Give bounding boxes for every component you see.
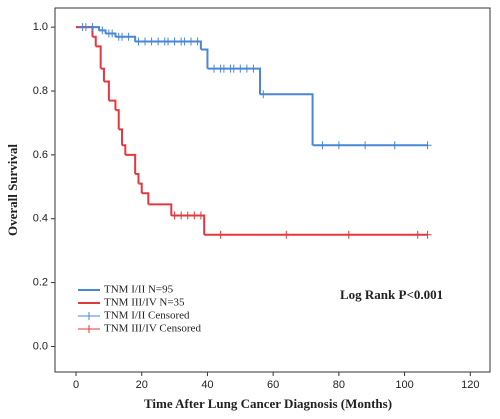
x-axis-title: Time After Lung Cancer Diagnosis (Months… [144, 396, 392, 411]
censored-mark [259, 90, 268, 99]
survival-step [148, 203, 173, 216]
censored-mark [249, 64, 258, 73]
survival-step [103, 80, 110, 101]
survival-step [138, 182, 143, 194]
survival-step [108, 99, 117, 111]
legend-label: TNM I/II Censored [104, 310, 190, 322]
survival-step [95, 45, 102, 69]
censored-mark [413, 230, 422, 239]
survival-step [118, 128, 124, 146]
censored-mark [88, 23, 97, 32]
y-axis-title: Overall Survival [5, 144, 20, 236]
survival-step [135, 173, 140, 184]
censored-mark [423, 230, 432, 239]
legend-label: TNM III/IV Censored [104, 323, 201, 335]
survival-step [141, 192, 150, 205]
x-tick-label: 80 [333, 379, 345, 391]
survival-step [122, 144, 127, 155]
survival-step [92, 35, 97, 47]
y-tick-label: 0.2 [33, 277, 48, 289]
legend-label: TNM I/II N=95 [104, 284, 174, 296]
censored-mark [108, 29, 117, 38]
plot-frame [54, 7, 491, 373]
y-tick-label: 0.4 [33, 213, 48, 225]
survival-step [115, 109, 120, 130]
survival-step [100, 67, 105, 82]
censored-mark [344, 230, 353, 239]
censored-mark [390, 141, 399, 150]
censored-mark [282, 230, 291, 239]
legend-marker [78, 325, 100, 333]
y-tick-label: 1.0 [33, 21, 48, 33]
censored-mark [196, 211, 205, 220]
y-tick-label: 0.8 [33, 85, 48, 97]
y-tick-label: 0.0 [33, 340, 48, 352]
censored-mark [361, 141, 370, 150]
x-tick-label: 40 [201, 379, 213, 391]
x-tick-label: 60 [267, 379, 279, 391]
censored-mark [216, 230, 225, 239]
legend-label: TNM III/IV N=35 [104, 297, 185, 309]
censored-mark [318, 141, 327, 150]
x-tick-label: 100 [395, 379, 413, 391]
censored-mark [334, 141, 343, 150]
survival-step [200, 48, 209, 69]
censored-mark [423, 141, 432, 150]
survival-step [260, 93, 314, 146]
x-tick-label: 120 [461, 379, 479, 391]
annotation: Log Rank P<0.001 [340, 287, 443, 302]
x-tick-label: 0 [73, 379, 79, 391]
x-tick-label: 20 [136, 379, 148, 391]
censored-mark [193, 37, 202, 46]
legend-marker [78, 312, 100, 320]
survival-step [125, 153, 137, 175]
y-tick-label: 0.6 [33, 149, 48, 161]
censored-mark [124, 32, 133, 41]
censored-mark [98, 26, 107, 35]
